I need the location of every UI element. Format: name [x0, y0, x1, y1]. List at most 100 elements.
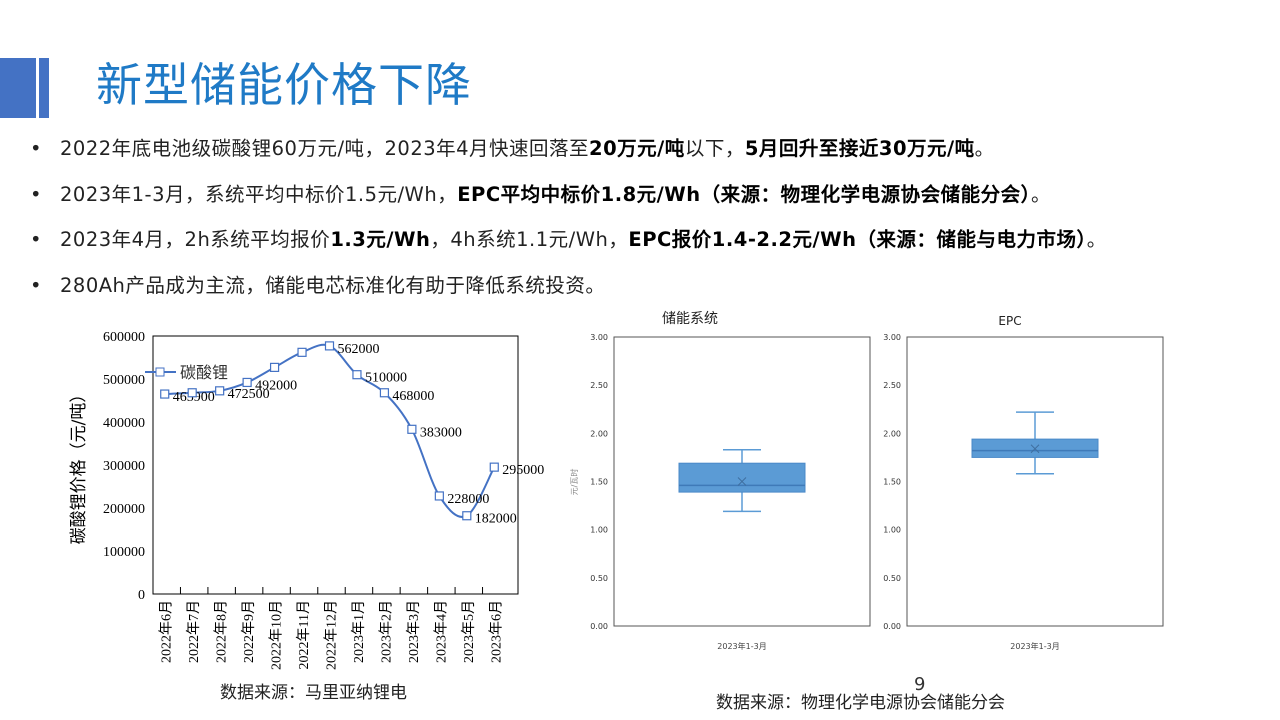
data-point	[187, 388, 197, 398]
y-tick-label: 0	[138, 588, 145, 603]
y-tick-label: 100000	[103, 545, 145, 560]
data-point	[324, 341, 335, 351]
mean-marker-icon	[1030, 444, 1040, 454]
y-tick-label: 2.00	[590, 429, 608, 438]
x-tick-label: 2023年1月	[351, 600, 367, 663]
bullet-list: • 2022年底电池级碳酸锂60万元/吨，2023年4月快速回落至20万元/吨以下…	[30, 132, 1107, 314]
x-tick-label: 2022年12月	[324, 600, 340, 670]
y-tick-label: 3.00	[590, 333, 608, 342]
x-tick-label: 2022年11月	[296, 600, 312, 669]
bullet-text: 。	[1086, 228, 1107, 251]
box	[678, 462, 806, 493]
y-tick-label: 200000	[103, 502, 145, 517]
bullet-text: EPC平均中标价1.8元/Wh（来源：物理化学电源协会储能分会）	[457, 182, 1031, 206]
page-number: 9	[914, 674, 926, 695]
legend-marker	[155, 367, 165, 377]
x-tick-label: 2023年6月	[488, 600, 504, 663]
box-plot-area	[906, 336, 1164, 627]
y-tick-label: 1.00	[883, 526, 901, 535]
x-tick-label: 2023年3月	[406, 600, 422, 663]
data-point	[379, 388, 390, 398]
x-tick-label: 2023年5月	[461, 600, 477, 663]
box-chart-title: 储能系统	[662, 311, 718, 327]
bullet-text: ，4h系统1.1元/Wh，	[430, 228, 629, 251]
x-tick-label: 2022年10月	[269, 600, 285, 670]
y-tick-label: 2.50	[883, 381, 901, 390]
plot-area	[152, 335, 519, 595]
bullet-text: 1.3元/Wh	[330, 228, 431, 251]
y-tick-label: 0.50	[590, 574, 608, 583]
y-tick-label: 3.00	[883, 333, 901, 342]
data-label: 295000	[502, 463, 544, 478]
data-label: 510000	[365, 371, 407, 386]
data-label: 472500	[228, 387, 270, 402]
bullet-dot-icon: •	[30, 273, 43, 297]
mean-marker-icon	[737, 477, 747, 486]
x-category-label: 2023年1-3月	[717, 641, 766, 651]
bullet-text: 。	[974, 137, 995, 160]
data-point	[434, 491, 444, 501]
data-point	[242, 377, 252, 388]
x-tick-label: 2023年2月	[378, 600, 394, 663]
data-point	[160, 389, 170, 399]
data-label: 562000	[338, 342, 380, 357]
bullet-text: 2022年底电池级碳酸锂60万元/吨，2023年4月快速回落至	[60, 137, 590, 160]
bullet-text: 2023年4月，2h系统平均报价	[60, 228, 331, 251]
data-label: 383000	[420, 425, 462, 440]
y-tick-label: 500000	[103, 373, 145, 388]
data-point	[297, 347, 307, 357]
bullet-item: • 2023年1-3月，系统平均中标价1.5元/Wh，EPC平均中标价1.8元/W…	[30, 178, 1107, 224]
source-left: 数据来源：马里亚纳锂电	[220, 683, 407, 703]
data-point	[489, 462, 499, 472]
y-tick-label: 400000	[103, 416, 145, 431]
data-label: 492000	[255, 378, 297, 393]
y-axis-label: 碳酸锂价格（元/吨）	[69, 386, 89, 545]
y-axis-label: 元/瓦时	[569, 469, 579, 496]
y-tick-label: 300000	[103, 459, 145, 474]
data-point	[352, 370, 362, 380]
x-tick-label: 2022年8月	[214, 600, 230, 663]
y-tick-label: 1.50	[590, 478, 608, 487]
bullet-text: EPC报价1.4-2.2元/Wh（来源：储能与电力市场）	[628, 228, 1087, 251]
data-label: 465900	[173, 390, 215, 405]
x-tick-label: 2022年6月	[159, 600, 175, 663]
bullet-text: 以下，	[684, 137, 745, 160]
data-point	[407, 424, 417, 434]
box-chart-title: EPC	[998, 314, 1021, 328]
data-point	[462, 511, 472, 521]
y-tick-label: 0.50	[883, 574, 901, 583]
bullet-item: • 2023年4月，2h系统平均报价1.3元/Wh，4h系统1.1元/Wh，EPC…	[30, 223, 1107, 269]
x-tick-label: 2023年4月	[433, 600, 449, 663]
y-tick-label: 0.00	[590, 622, 608, 631]
y-tick-label: 1.50	[883, 478, 901, 487]
x-tick-label: 2022年7月	[186, 600, 202, 663]
bullet-dot-icon: •	[30, 228, 43, 251]
page-title: 新型储能价格下降	[96, 58, 472, 112]
bullet-text: 5月回升至接近30万元/吨	[744, 137, 975, 160]
title-accent-bar	[0, 58, 36, 118]
data-label: 468000	[392, 389, 434, 404]
bullet-text: 280Ah产品成为主流，储能电芯标准化有助于降低系统投资。	[60, 273, 606, 297]
bullet-item: • 280Ah产品成为主流，储能电芯标准化有助于降低系统投资。	[30, 269, 1107, 315]
bullet-text: 。	[1030, 182, 1051, 206]
data-label: 228000	[447, 492, 489, 507]
data-label: 182000	[475, 512, 517, 527]
bullet-text: 20万元/吨	[589, 137, 685, 160]
x-category-label: 2023年1-3月	[1010, 641, 1059, 651]
bullet-dot-icon: •	[30, 137, 43, 160]
y-tick-label: 1.00	[590, 526, 608, 535]
bullet-text: 2023年1-3月，系统平均中标价1.5元/Wh，	[60, 182, 458, 206]
title-accent-bar-thin	[39, 58, 49, 118]
bullet-dot-icon: •	[30, 182, 43, 206]
y-tick-label: 0.00	[883, 622, 901, 631]
y-tick-label: 600000	[103, 330, 145, 345]
x-tick-label: 2022年9月	[241, 600, 257, 663]
legend-label: 碳酸锂	[180, 363, 228, 382]
data-point	[215, 386, 225, 396]
data-point	[269, 362, 280, 372]
source-right: 数据来源：物理化学电源协会储能分会	[716, 693, 1005, 713]
y-tick-label: 2.50	[590, 381, 608, 390]
bullet-item: • 2022年底电池级碳酸锂60万元/吨，2023年4月快速回落至20万元/吨以下…	[30, 132, 1107, 178]
y-tick-label: 2.00	[883, 429, 901, 438]
